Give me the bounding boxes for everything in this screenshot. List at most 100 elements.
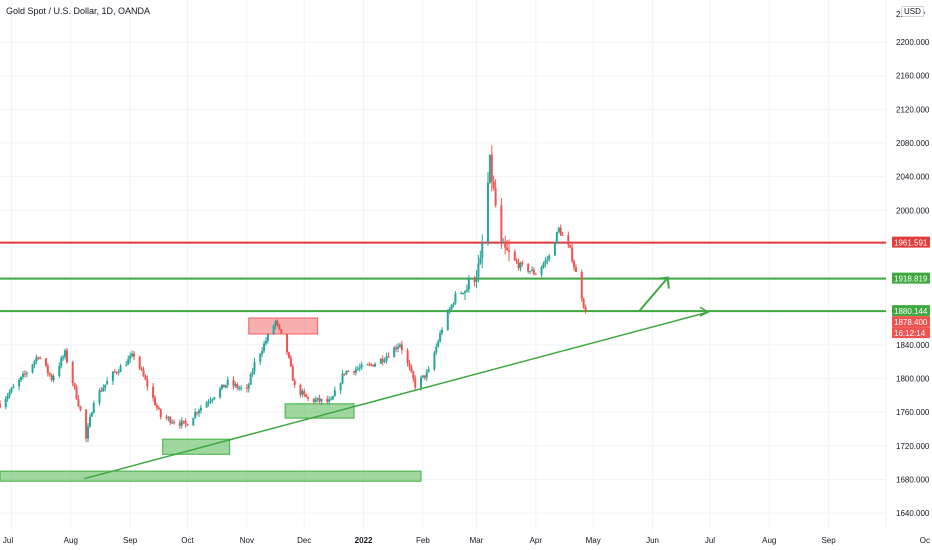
- price-label-box: [892, 272, 930, 284]
- candle-body: [331, 396, 334, 400]
- candle-body: [397, 346, 400, 350]
- candle-body: [180, 420, 183, 426]
- candle-body: [559, 227, 562, 235]
- trendline-arrowhead: [699, 306, 710, 317]
- candle-body: [410, 367, 413, 372]
- candle-body: [318, 397, 321, 402]
- candle-body: [62, 356, 65, 359]
- x-tick-label: Aug: [762, 536, 776, 545]
- candle-body: [561, 234, 564, 236]
- candle-body: [490, 154, 493, 182]
- candle-body: [387, 356, 390, 358]
- candle-body: [286, 333, 289, 353]
- candle-body: [266, 334, 269, 341]
- candle-body: [113, 371, 116, 373]
- candle-body: [224, 385, 227, 388]
- candle-body: [226, 379, 229, 386]
- candle-body: [345, 370, 348, 374]
- candle-body: [385, 356, 388, 361]
- candle-body: [488, 154, 491, 183]
- candle-body: [326, 399, 329, 402]
- candle-body: [500, 205, 503, 243]
- candle-body: [506, 247, 509, 251]
- candle-body: [259, 353, 262, 362]
- candle-body: [90, 412, 93, 417]
- candle-body: [232, 379, 235, 386]
- x-tick-label: Mar: [470, 536, 484, 545]
- currency-badge[interactable]: USD: [901, 6, 924, 17]
- x-tick-label: Jun: [646, 536, 659, 545]
- x-tick-label: Sep: [821, 536, 836, 545]
- x-tick-label: Oct: [181, 536, 194, 545]
- candle-body: [88, 416, 91, 427]
- candle-body: [127, 359, 130, 365]
- candle-body: [573, 261, 576, 268]
- candle-body: [464, 291, 467, 293]
- candle-body: [167, 417, 170, 419]
- candle-body: [425, 371, 428, 378]
- candle-body: [192, 417, 195, 426]
- candle-body: [157, 407, 160, 409]
- candle-body: [450, 304, 453, 310]
- candle-body: [571, 247, 574, 262]
- candle-body: [446, 311, 449, 330]
- projection-arrowhead: [658, 276, 670, 289]
- candle-body: [372, 364, 375, 367]
- candle-body: [492, 181, 495, 188]
- candle-body: [152, 386, 155, 398]
- candle-body: [557, 227, 560, 233]
- x-tick-label: Feb: [416, 536, 430, 545]
- candle-body: [106, 381, 109, 385]
- candle-body: [475, 277, 478, 282]
- candle-body: [125, 364, 128, 366]
- candle-body: [546, 259, 549, 261]
- candle-body: [131, 353, 134, 356]
- candle-body: [477, 263, 480, 278]
- candle-body: [530, 269, 533, 272]
- candle-body: [486, 182, 489, 243]
- candle-body: [287, 352, 290, 358]
- candle-body: [368, 364, 371, 366]
- price-label: 1961.591: [894, 239, 928, 248]
- y-tick-label: 2120.000: [896, 105, 930, 114]
- y-tick-label: 2040.000: [896, 173, 930, 182]
- candle-body: [515, 260, 518, 263]
- price-label: 1880.144: [894, 307, 928, 316]
- candle-body: [50, 375, 53, 381]
- candle-body: [366, 364, 369, 366]
- y-tick-label: 1640.000: [896, 509, 930, 518]
- candle-body: [584, 307, 587, 312]
- x-tick-label: Oc: [920, 536, 930, 545]
- candle-body: [289, 357, 292, 367]
- y-tick-label: 1680.000: [896, 476, 930, 485]
- candle-body: [220, 384, 223, 389]
- candle-body: [521, 262, 524, 264]
- candle-body: [21, 373, 24, 377]
- candle-body: [117, 372, 120, 374]
- candle-body: [100, 390, 103, 392]
- candle-body: [316, 397, 319, 400]
- candle-body: [504, 241, 507, 248]
- candle-body: [20, 376, 23, 380]
- chart-title: Gold Spot / U.S. Dollar, 1D, OANDA: [6, 6, 151, 16]
- price-label-box: [892, 305, 930, 317]
- grid: [0, 0, 887, 530]
- price-label: 1878.400: [894, 318, 928, 327]
- candle-body: [527, 263, 530, 272]
- candle-body: [60, 358, 63, 366]
- candle-body: [253, 361, 256, 372]
- candle-body: [79, 406, 82, 410]
- candle-body: [427, 369, 430, 372]
- candle-body: [240, 387, 243, 389]
- candle-body: [553, 242, 556, 256]
- candles: [0, 145, 587, 443]
- x-tick-label: Aug: [64, 536, 78, 545]
- x-tick-label: Nov: [240, 536, 254, 545]
- candle-body: [423, 375, 426, 378]
- candle-body: [25, 372, 28, 374]
- candle-body: [111, 371, 114, 382]
- candle-body: [173, 422, 176, 424]
- candle-body: [408, 363, 411, 368]
- candle-body: [379, 358, 382, 364]
